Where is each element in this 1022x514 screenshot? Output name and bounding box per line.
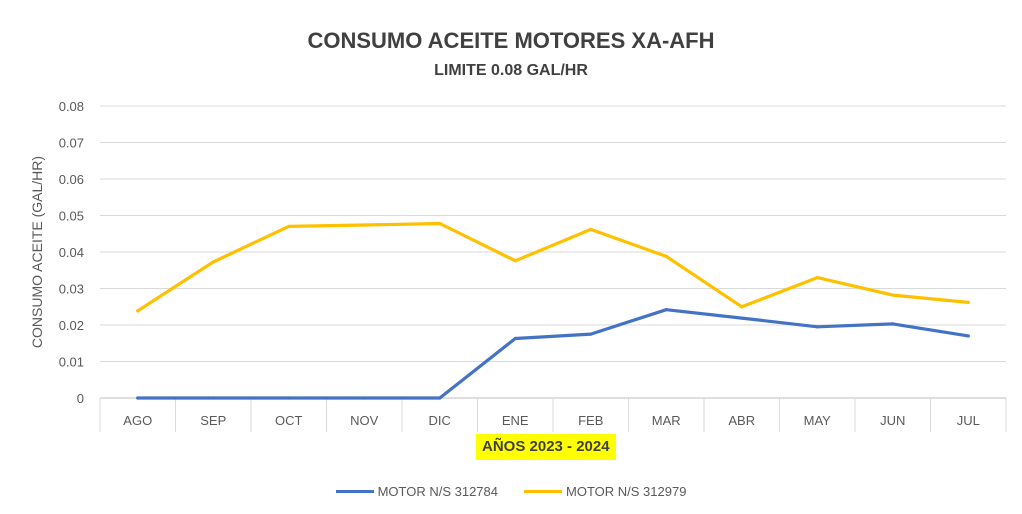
x-axis-label: AÑOS 2023 - 2024: [476, 434, 616, 460]
y-tick-label: 0.07: [59, 136, 84, 151]
y-tick-label: 0.03: [59, 282, 84, 297]
data-point-series-2: [211, 260, 215, 264]
x-tick-label: MAY: [804, 413, 832, 428]
series-lines: [136, 221, 970, 400]
data-point-series-2: [891, 293, 895, 297]
data-point-series-2: [438, 221, 442, 226]
y-tick-label: 0: [77, 391, 84, 406]
data-point-series-2: [589, 227, 593, 231]
data-point-series-1: [136, 396, 140, 400]
y-tick-label: 0.05: [59, 209, 84, 224]
legend-item-series-2: MOTOR N/S 312979: [524, 484, 686, 499]
y-tick-label: 0.08: [59, 99, 84, 114]
data-point-series-1: [815, 325, 819, 329]
data-point-series-1: [589, 332, 593, 336]
data-point-series-1: [362, 396, 366, 400]
x-tick-label: SEP: [200, 413, 226, 428]
x-tick-label: NOV: [350, 413, 379, 428]
data-point-series-2: [740, 305, 744, 309]
x-tick-labels: AGO SEP OCT NOV DIC ENE FEB MAR ABR MAY JUN JUL: [123, 413, 980, 428]
data-point-series-2: [966, 300, 970, 304]
data-point-series-1: [891, 322, 895, 326]
x-tick-label: AGO: [123, 413, 152, 428]
x-tick-label: DIC: [429, 413, 451, 428]
data-point-series-2: [362, 223, 366, 227]
legend: MOTOR N/S 312784 MOTOR N/S 312979: [0, 484, 1022, 499]
legend-label-series-1: MOTOR N/S 312784: [377, 484, 498, 499]
legend-item-series-1: MOTOR N/S 312784: [335, 484, 498, 499]
x-tick-label: FEB: [578, 413, 603, 428]
data-point-series-1: [438, 396, 442, 400]
data-point-series-1: [211, 396, 215, 400]
y-tick-labels: 0 0.01 0.02 0.03 0.04 0.05 0.06 0.07 0.08: [59, 99, 84, 406]
x-category-dividers: [99, 398, 1007, 432]
data-point-series-2: [136, 309, 140, 313]
x-tick-label: MAR: [652, 413, 681, 428]
x-tick-label: ENE: [502, 413, 529, 428]
data-point-series-1: [287, 396, 291, 400]
data-point-series-2: [664, 254, 668, 258]
series-line-1: [136, 308, 970, 400]
data-point-series-2: [513, 259, 517, 263]
data-point-series-1: [513, 336, 517, 341]
data-point-series-1: [740, 316, 744, 320]
data-point-series-2: [287, 224, 291, 229]
chart-subtitle: LIMITE 0.08 GAL/HR: [434, 62, 588, 79]
y-tick-label: 0.04: [59, 245, 84, 260]
y-tick-label: 0.06: [59, 172, 84, 187]
data-point-series-2: [815, 275, 819, 280]
chart-title: CONSUMO ACEITE MOTORES XA-AFH: [307, 28, 715, 53]
y-tick-label: 0.01: [59, 355, 84, 370]
x-tick-label: JUL: [957, 413, 980, 428]
series-line-2: [136, 221, 970, 313]
y-tick-label: 0.02: [59, 318, 84, 333]
legend-label-series-2: MOTOR N/S 312979: [566, 484, 687, 499]
data-point-series-1: [966, 334, 970, 338]
x-tick-label: JUN: [880, 413, 905, 428]
x-tick-label: ABR: [728, 413, 755, 428]
x-tick-label: OCT: [275, 413, 303, 428]
legend-swatch-series-1: [335, 490, 374, 493]
legend-swatch-series-2: [524, 490, 562, 493]
data-point-series-1: [664, 308, 668, 312]
